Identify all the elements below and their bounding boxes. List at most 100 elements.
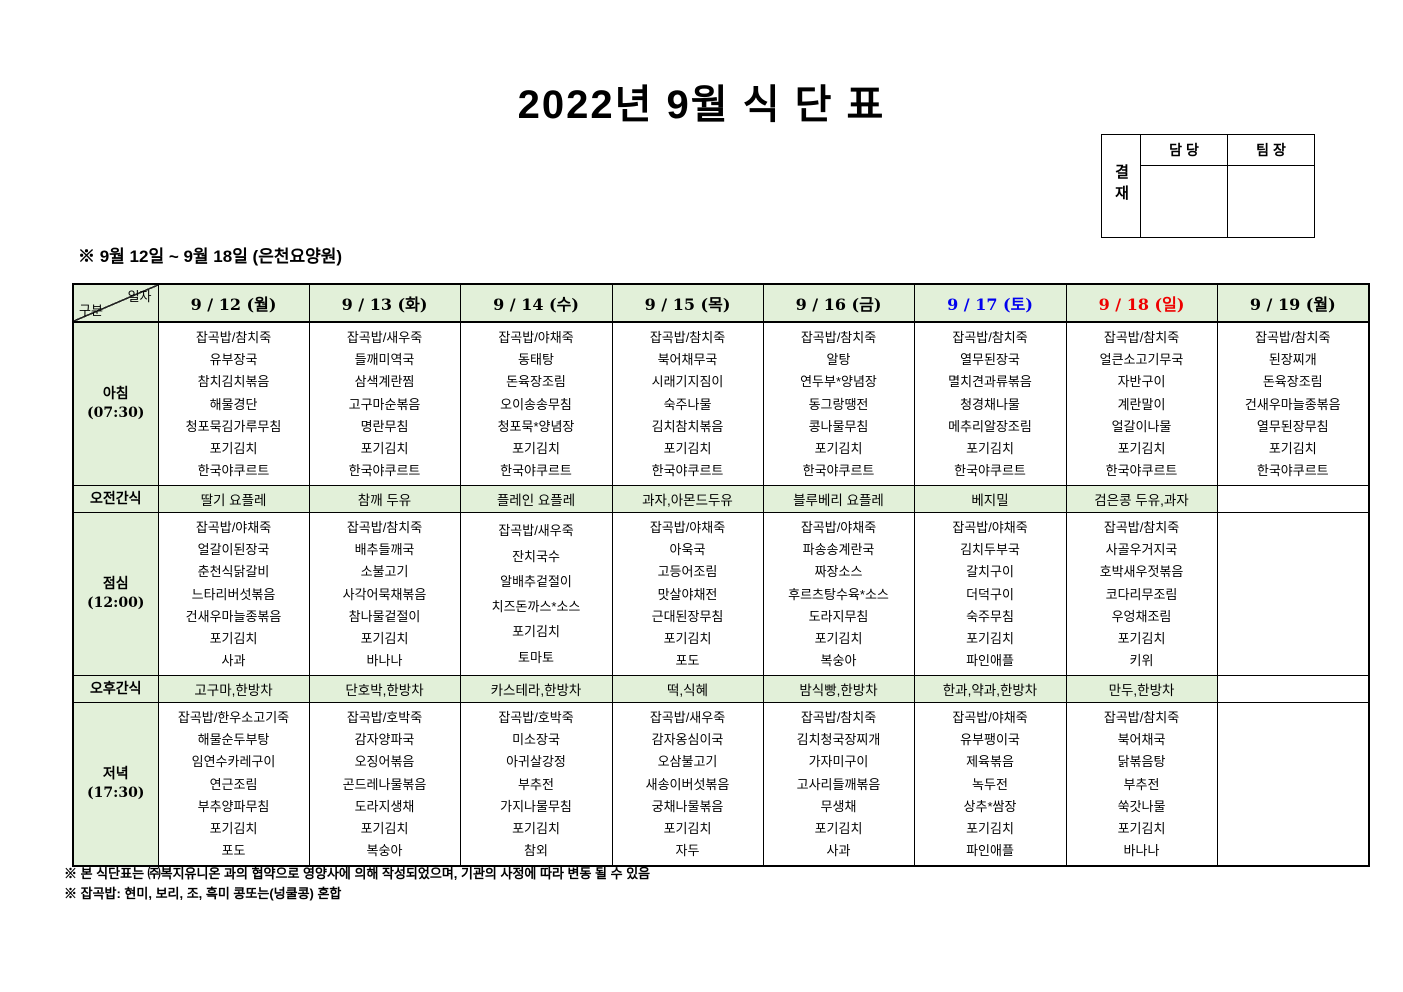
menu-item: 토마토	[518, 649, 554, 665]
snack-cell: 고구마,한방차	[157, 675, 310, 703]
menu-item: 포기김치	[360, 820, 409, 836]
menu-item: 돈육장조림	[506, 374, 566, 390]
row-label-line: 저녁	[102, 766, 129, 782]
menu-item: 포기김치	[966, 630, 1014, 646]
menu-item: 배추들깨국	[354, 542, 415, 558]
menu-item: 사각어묵채볶음	[342, 586, 427, 602]
menu-item: 숙주무침	[966, 608, 1014, 624]
date-header: 9 / 13 (화)	[308, 283, 461, 323]
meal-cell: 잡곡밥/참치죽 열무된장국 멸치견과류볶음 청경채나물 메추리알장조림 포기김치 한국야쿠르…	[913, 321, 1067, 486]
meal-cell-items: 잡곡밥/한우소고기죽 해물순두부탕 임연수카레구이 연근조림 부추양파무침 포기김치 포도	[159, 703, 308, 865]
footnote-agreement: ※ 본 식단표는 ㈜복지유니온 과의 협약으로 영양사에 의해 작성되었으며, …	[64, 866, 651, 881]
menu-item: 한국야쿠르트	[1105, 462, 1178, 478]
menu-item: 잡곡밥/새우죽	[346, 330, 423, 346]
meal-cell-items: 잡곡밥/호박죽 미소장국 아귀살강정 부추전 가지나물무침 포기김치 참외	[461, 703, 611, 865]
meal-cell-items: 잡곡밥/야채죽 김치두부국 갈치구이 더덕구이 숙주무침 포기김치 파인애플	[915, 514, 1065, 675]
menu-item: 복숭아	[366, 842, 403, 858]
menu-item: 파인애플	[966, 842, 1014, 858]
meal-cell	[1216, 512, 1370, 676]
menu-item: 바나나	[366, 652, 403, 668]
meal-cell: 잡곡밥/참치죽 북어채국 닭볶음탕 부추전 쑥갓나물 포기김치 바나나	[1065, 702, 1218, 867]
menu-item: 춘천식닭갈비	[197, 564, 270, 580]
menu-item: 포기김치	[966, 440, 1014, 456]
meal-cell-items: 잡곡밥/참치죽 배추들깨국 소불고기 사각어묵채볶음 참나물겉절이 포기김치 바나나	[310, 514, 459, 675]
menu-item: 치즈돈까스*소스	[491, 599, 581, 615]
menu-item: 맛살야채전	[657, 586, 718, 602]
meal-cell: 잡곡밥/참치죽 김치청국장찌개 가자미구이 고사리들깨볶음 무생채 포기김치 사과	[762, 702, 915, 867]
menu-item: 우엉채조림	[1111, 608, 1172, 624]
date-header: 9 / 18 (일)	[1065, 283, 1218, 323]
menu-item: 참나물겉절이	[348, 608, 421, 624]
menu-item: 포기김치	[1268, 440, 1317, 456]
menu-item: 청경채나물	[960, 396, 1020, 412]
menu-item: 파인애플	[966, 652, 1014, 668]
menu-item: 김치참치볶음	[651, 418, 724, 434]
menu-item: 포기김치	[360, 440, 409, 456]
menu-item: 연근조림	[209, 776, 258, 792]
row-label-breakfast: 아침 (07:30)	[72, 321, 159, 486]
menu-item: 유부팽이국	[960, 732, 1020, 748]
row-breakfast: 아침 (07:30) 잡곡밥/참치죽 유부장국 참치김치볶음 해물경단 청포묵김가루무침 포기…	[72, 321, 1370, 486]
menu-item: 포기김치	[1117, 630, 1166, 646]
menu-item: 김치두부국	[960, 542, 1020, 558]
menu-item: 포기김치	[966, 820, 1014, 836]
date-header: 9 / 12 (월)	[157, 283, 310, 323]
meal-cell: 잡곡밥/참치죽 북어채무국 시래기지짐이 숙주나물 김치참치볶음 포기김치 한국야쿠르트	[611, 321, 764, 486]
menu-item: 포기김치	[209, 820, 258, 836]
snack-cell: 베지밀	[913, 485, 1067, 513]
menu-item: 잡곡밥/새우죽	[649, 710, 726, 726]
menu-item: 시래기지짐이	[651, 374, 724, 390]
snack-cell: 만두,한방차	[1065, 675, 1218, 703]
menu-item: 잡곡밥/야채죽	[800, 520, 877, 536]
menu-item: 오이송송무침	[500, 396, 572, 412]
menu-item: 동태탕	[518, 352, 554, 368]
menu-item: 느타리버섯볶음	[191, 586, 276, 602]
menu-item: 녹두전	[972, 776, 1008, 792]
menu-item: 감자양파국	[354, 732, 415, 748]
menu-item: 가지나물무침	[500, 798, 572, 814]
menu-item: 무생채	[820, 798, 857, 814]
row-pm-snack: 오후간식 고구마,한방차 단호박,한방차 카스테라,한방차 떡,식혜 밤식빵,한방차 한과,…	[72, 675, 1370, 703]
menu-item: 잡곡밥/야채죽	[952, 710, 1028, 726]
menu-item: 파송송계란국	[802, 542, 875, 558]
menu-item: 얼큰소고기무국	[1099, 352, 1184, 368]
menu-item: 잡곡밥/야채죽	[649, 520, 726, 536]
menu-item: 한국야쿠르트	[954, 462, 1026, 478]
meal-cell: 잡곡밥/한우소고기죽 해물순두부탕 임연수카레구이 연근조림 부추양파무침 포기김치 포도	[157, 702, 310, 867]
menu-item: 키위	[1129, 652, 1154, 668]
meal-cell-items: 잡곡밥/호박죽 감자양파국 오징어볶음 곤드레나물볶음 도라지생채 포기김치 복숭아	[310, 703, 459, 865]
date-header: 9 / 15 (목)	[611, 283, 764, 323]
menu-item: 열무된장국	[960, 352, 1020, 368]
row-label-line: 점심	[102, 576, 129, 592]
page-title: 2022년 9월 식 단 표	[517, 83, 886, 127]
snack-cell: 검은콩 두유,과자	[1065, 485, 1218, 513]
menu-item: 포기김치	[209, 440, 258, 456]
meal-cell-items: 잡곡밥/참치죽 김치청국장찌개 가자미구이 고사리들깨볶음 무생채 포기김치 사과	[764, 703, 913, 865]
menu-item: 포기김치	[512, 440, 560, 456]
menu-item: 고사리들깨볶음	[796, 776, 881, 792]
snack-cell: 블루베리 요플레	[762, 485, 915, 513]
menu-item: 잡곡밥/참치죽	[195, 330, 272, 346]
menu-item: 코다리무조림	[1105, 586, 1178, 602]
meal-cell: 잡곡밥/참치죽 사골우거지국 호박새우젓볶음 코다리무조림 우엉채조림 포기김치 키위	[1065, 512, 1218, 676]
menu-item: 오징어볶음	[354, 754, 415, 770]
meal-cell-items: 잡곡밥/참치죽 열무된장국 멸치견과류볶음 청경채나물 메추리알장조림 포기김치 한국야쿠르…	[915, 323, 1065, 485]
menu-item: 참외	[524, 842, 548, 858]
menu-item: 유부장국	[209, 352, 258, 368]
approval-signature-cell	[1140, 165, 1228, 238]
menu-item: 부추전	[1123, 776, 1160, 792]
menu-item: 사과	[221, 652, 246, 668]
meal-cell-items: 잡곡밥/야채죽 아욱국 고등어조림 맛살야채전 근대된장무침 포기김치 포도	[613, 514, 762, 675]
menu-item: 포기김치	[663, 630, 712, 646]
meal-cell: 잡곡밥/야채죽 유부팽이국 제육볶음 녹두전 상추*쌈장 포기김치 파인애플	[913, 702, 1067, 867]
meal-cell: 잡곡밥/새우죽 감자옹심이국 오삼불고기 새송이버섯볶음 궁채나물볶음 포기김치 자두	[611, 702, 764, 867]
menu-item: 잡곡밥/호박죽	[346, 710, 423, 726]
menu-item: 한국야쿠르트	[1256, 462, 1329, 478]
corner-cell: 일자 구분	[72, 283, 159, 323]
menu-item: 포기김치	[663, 440, 712, 456]
menu-item: 해물경단	[209, 396, 258, 412]
meal-cell-items: 잡곡밥/새우죽 잔치국수 알배추겉절이 치즈돈까스*소스 포기김치 토마토	[461, 514, 611, 675]
menu-item: 잡곡밥/참치죽	[1103, 520, 1180, 536]
menu-item: 아욱국	[669, 542, 706, 558]
